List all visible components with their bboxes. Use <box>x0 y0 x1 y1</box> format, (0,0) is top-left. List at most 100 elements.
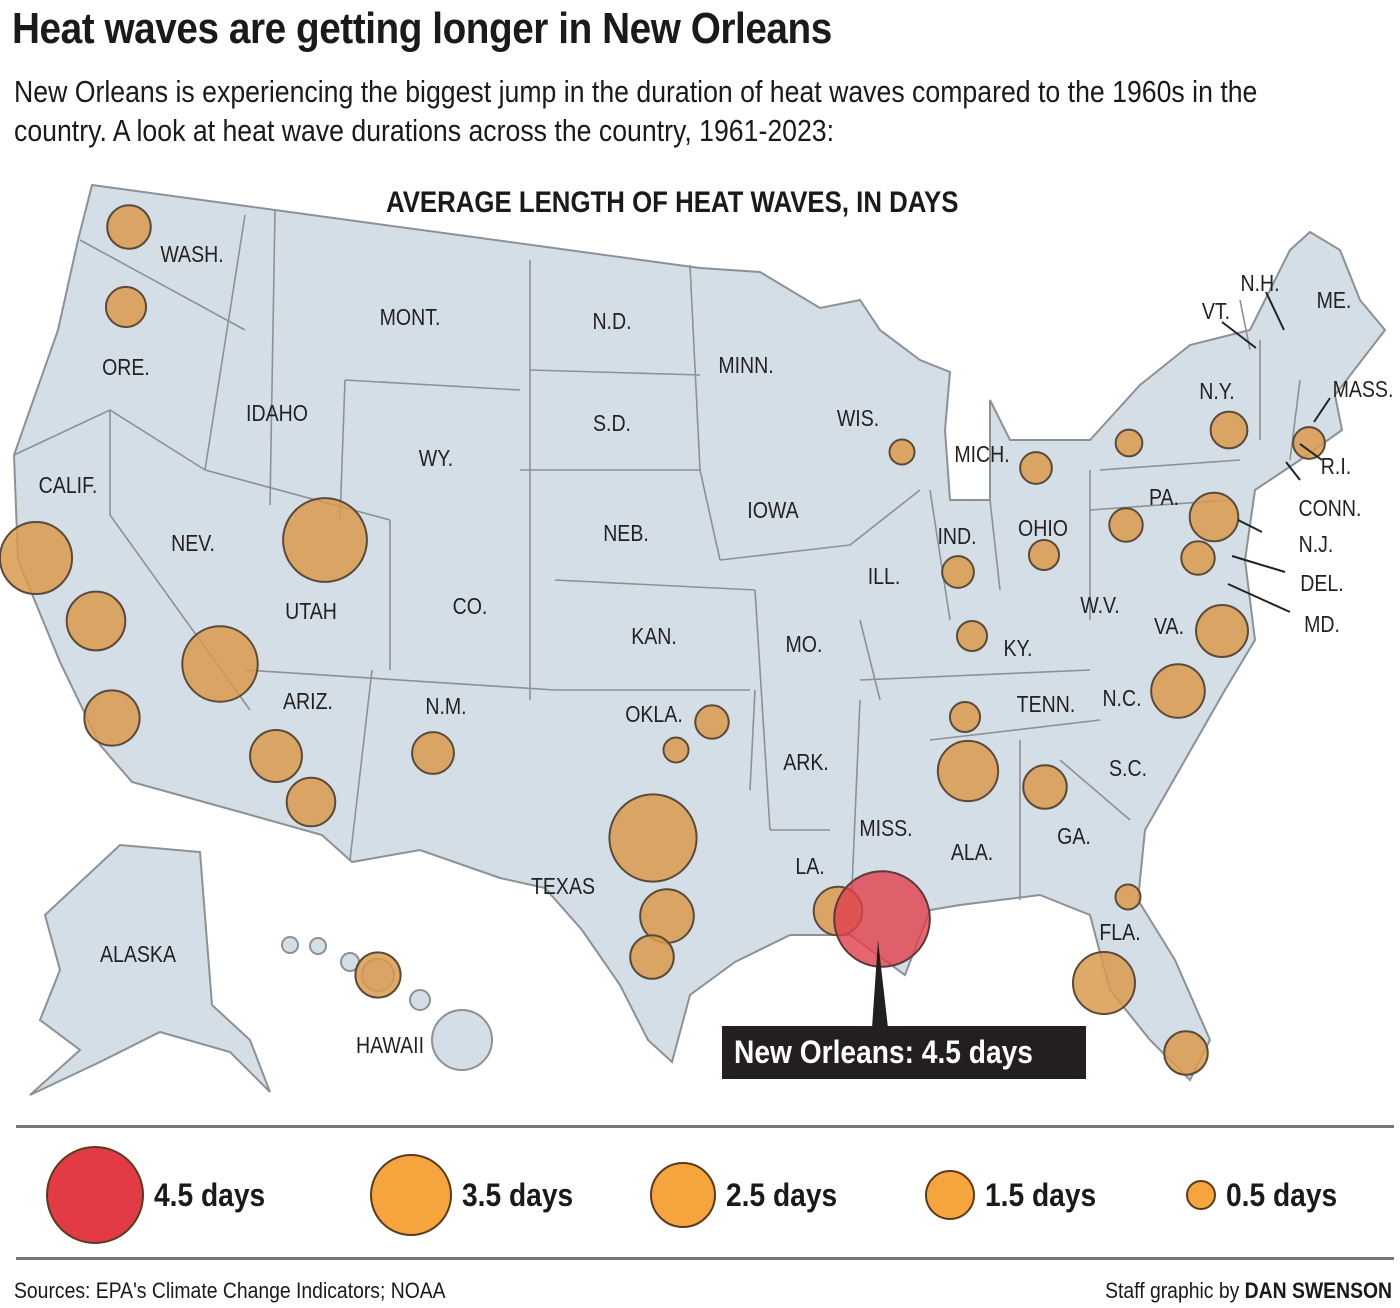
station-circle <box>608 793 698 883</box>
state-label-calif: CALIF. <box>39 473 98 499</box>
state-border <box>719 544 851 561</box>
label-leader-line <box>1265 291 1285 331</box>
state-label-ga: GA. <box>1057 824 1091 850</box>
contiguous-us-outline <box>12 183 1387 1082</box>
state-label-ark: ARK. <box>783 750 829 776</box>
state-borders <box>13 209 1301 936</box>
state-border <box>344 379 521 391</box>
station-circle <box>1209 410 1249 450</box>
state-label-wv: W.V. <box>1080 593 1119 619</box>
station-circle <box>1180 540 1216 576</box>
station-circle <box>936 739 1000 803</box>
credit-prefix: Staff graphic by <box>1105 1278 1245 1303</box>
page-title: Heat waves are getting longer in New Orl… <box>12 4 832 53</box>
state-border <box>749 689 756 791</box>
state-border <box>859 619 881 701</box>
legend-label: 2.5 days <box>726 1176 838 1213</box>
state-label-ny: N.Y. <box>1199 379 1234 405</box>
legend-item: 4.5 days <box>46 1140 280 1250</box>
station-circles <box>0 204 1326 1076</box>
state-label-ore: ORE. <box>102 355 150 381</box>
station-circle <box>83 689 141 747</box>
state-label-mass: MASS. <box>1333 377 1394 403</box>
legend-item: 3.5 days <box>370 1140 588 1250</box>
legend-item: 1.5 days <box>925 1140 1111 1250</box>
legend-label: 1.5 days <box>985 1176 1097 1213</box>
state-label-miss: MISS. <box>859 816 912 842</box>
state-border <box>554 579 756 591</box>
legend-circle <box>925 1170 975 1220</box>
state-label-wash: WASH. <box>160 242 223 268</box>
station-circle <box>354 951 402 999</box>
station-circle <box>694 704 730 740</box>
state-label-neb: NEB. <box>603 521 649 547</box>
label-leader-line <box>1299 443 1323 461</box>
station-circle <box>1292 426 1326 460</box>
hawaii-island <box>431 1009 493 1071</box>
state-border <box>1059 759 1131 821</box>
station-circle <box>662 736 690 764</box>
new-orleans-callout: New Orleans: 4.5 days <box>722 1026 1086 1079</box>
state-label-wy: WY. <box>419 446 453 472</box>
state-label-idaho: IDAHO <box>246 401 308 427</box>
new-orleans-circle <box>833 870 931 968</box>
state-label-co: CO. <box>453 594 488 620</box>
state-border <box>859 669 1091 681</box>
station-circle <box>629 934 675 980</box>
state-border <box>689 264 701 471</box>
state-label-wis: WIS. <box>837 406 879 432</box>
station-circle <box>948 700 982 734</box>
legend-item: 2.5 days <box>650 1140 852 1250</box>
station-circle <box>104 285 148 329</box>
station-circle <box>1150 663 1206 719</box>
state-border <box>529 369 701 376</box>
legend-label: 4.5 days <box>154 1176 266 1213</box>
station-circle <box>285 776 337 828</box>
station-circle <box>1163 1030 1209 1076</box>
state-border <box>849 489 921 546</box>
state-label-ri: R.I. <box>1321 454 1351 480</box>
station-circle <box>1195 604 1249 658</box>
state-label-mont: MONT. <box>380 305 441 331</box>
state-label-ill: ILL. <box>868 564 901 590</box>
state-label-conn: CONN. <box>1299 496 1362 522</box>
station-circle <box>65 590 127 652</box>
state-label-iowa: IOWA <box>747 498 799 524</box>
state-border <box>929 489 951 621</box>
callout-pointer <box>872 940 888 1028</box>
sources: Sources: EPA's Climate Change Indicators… <box>14 1278 446 1303</box>
label-leader-line <box>1313 397 1331 423</box>
callout-text: New Orleans: 4.5 days <box>734 1034 1033 1070</box>
state-border <box>79 239 246 331</box>
state-border <box>1099 459 1241 471</box>
state-label-ind: IND. <box>937 524 976 550</box>
state-label-nm: N.M. <box>425 694 466 720</box>
state-label-ky: KY. <box>1004 636 1033 662</box>
station-circle <box>1022 764 1068 810</box>
state-border <box>339 379 346 521</box>
station-circle <box>181 625 259 703</box>
station-circle <box>411 731 455 775</box>
legend-label: 3.5 days <box>462 1176 574 1213</box>
state-label-sd: S.D. <box>593 411 631 437</box>
state-label-kan: KAN. <box>631 624 677 650</box>
alaska-outline <box>29 843 271 1096</box>
legend-circle <box>46 1146 144 1244</box>
subtitle: New Orleans is experiencing the biggest … <box>14 74 1258 148</box>
legend-circle <box>1186 1180 1216 1210</box>
hawaii-island <box>309 937 327 955</box>
state-border <box>269 209 276 506</box>
state-label-fla: FLA. <box>1099 920 1140 946</box>
map-title: AVERAGE LENGTH OF HEAT WAVES, IN DAYS <box>386 186 959 219</box>
state-label-me: ME. <box>1317 288 1352 314</box>
state-border <box>1289 379 1301 461</box>
state-label-tenn: TENN. <box>1017 692 1076 718</box>
state-label-la: LA. <box>795 854 824 880</box>
station-circle <box>1072 951 1136 1015</box>
credit: Staff graphic by DAN SWENSON <box>1105 1278 1392 1304</box>
label-leader-line <box>1231 555 1286 573</box>
state-label-nj: N.J. <box>1299 532 1334 558</box>
state-label-ohio: OHIO <box>1018 516 1068 542</box>
station-circle <box>1108 507 1144 543</box>
station-circle <box>1114 883 1142 911</box>
